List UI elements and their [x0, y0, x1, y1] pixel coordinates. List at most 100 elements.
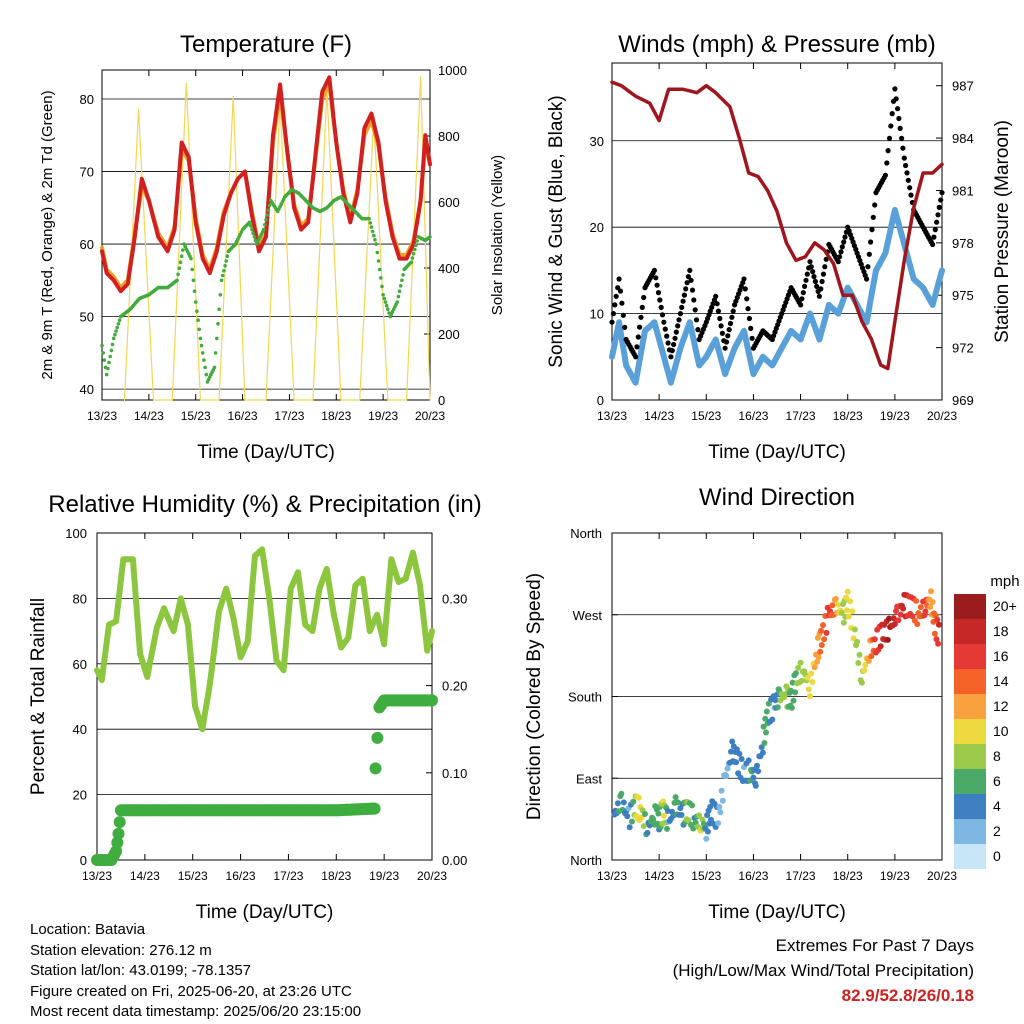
wind-direction-point: [715, 820, 722, 827]
dewpoint-point: [267, 203, 272, 208]
temp-y-tick-label: 80: [80, 92, 94, 107]
wind-gust-point: [897, 125, 903, 131]
wind-direction-point: [763, 708, 770, 715]
winds-y-axis-label: Sonic Wind & Gust (Blue, Black): [546, 95, 567, 367]
wind-direction-point: [763, 729, 769, 736]
winds-y2-tick-label: 984: [952, 131, 974, 146]
wind-gust-point: [798, 302, 804, 308]
precip-point: [112, 827, 125, 840]
dewpoint-point: [181, 248, 185, 252]
wind-gust-point: [665, 340, 671, 346]
colorbar-swatch: [954, 744, 986, 769]
rh-y-tick-label: 40: [73, 722, 87, 737]
relative-humidity-line: [94, 546, 435, 733]
wind-gust-point: [742, 286, 748, 292]
dewpoint-point: [396, 294, 401, 299]
wind-gust-point: [810, 269, 816, 275]
wind-direction-point: [897, 611, 904, 618]
wind-gust-point: [726, 327, 732, 333]
wind-direction-point: [843, 607, 850, 614]
dewpoint-point: [189, 256, 193, 261]
precip-point: [426, 694, 438, 707]
wind-gust-point: [814, 283, 820, 289]
wdir-y-tick-label: North: [570, 526, 602, 541]
wind-gust-point: [722, 345, 728, 351]
wind-gust-point: [681, 292, 688, 298]
wind-gust-point: [748, 325, 754, 331]
temp-9m-line: [100, 75, 432, 294]
dewpoint-point: [115, 325, 119, 330]
wind-gust-point: [744, 296, 750, 302]
rh-x-tick-label: 17/23: [273, 869, 303, 883]
wind-direction-point: [890, 615, 897, 622]
temp-y2-axis-label: Solar Insolation (Yellow): [489, 155, 506, 315]
wind-gust-point: [749, 335, 755, 341]
wind-direction-point: [856, 651, 863, 658]
colorbar-label: 0: [993, 848, 1001, 864]
temp-x-tick-label: 16/23: [228, 409, 258, 423]
wind-direction-point: [788, 704, 795, 711]
precip-point: [371, 731, 384, 744]
colorbar-label: 2: [993, 823, 1001, 839]
dewpoint-point: [367, 216, 371, 221]
wind-gust-point: [714, 301, 720, 307]
wind-direction-point: [823, 629, 830, 636]
wind-direction-point: [811, 664, 818, 671]
wdir-title: Wind Direction: [699, 484, 855, 511]
wind-direction-point: [717, 809, 724, 816]
winds-title: Winds (mph) & Pressure (mb): [618, 31, 935, 58]
wind-direction-point: [704, 828, 711, 835]
wind-gust-point: [818, 286, 824, 292]
winds-x-tick-label: 13/23: [597, 409, 627, 423]
dewpoint-point: [384, 303, 389, 308]
wind-gust-point: [677, 311, 684, 317]
wind-gust-point: [835, 259, 841, 265]
wdir-x-axis-label: Time (Day/UTC): [708, 902, 846, 923]
wind-gust-point: [886, 135, 893, 141]
dewpoint-point: [111, 336, 116, 341]
rh-x-tick-label: 18/23: [321, 869, 351, 883]
wind-direction-point: [851, 626, 858, 633]
dewpoint-point: [190, 267, 194, 272]
wind-gust-point: [745, 306, 751, 312]
wind-direction-point: [917, 604, 924, 611]
data-timestamp: Most recent data timestamp: 2025/06/20 2…: [30, 1003, 362, 1021]
dewpoint-point: [100, 343, 104, 348]
temp-y-tick-label: 40: [80, 382, 94, 397]
winds-y2-axis-label: Station Pressure (Maroon): [992, 120, 1013, 343]
wind-direction-point: [760, 723, 767, 730]
wind-direction-point: [792, 670, 799, 677]
wind-direction-point: [805, 686, 812, 693]
colorbar-title: mph: [990, 573, 1019, 590]
wind-direction-point: [818, 642, 825, 648]
wind-gust-point: [907, 185, 913, 191]
wind-gust-point: [884, 160, 890, 166]
wind-gust-point: [654, 282, 660, 288]
wdir-x-tick-label: 17/23: [786, 869, 816, 883]
wind-direction-point: [759, 749, 766, 756]
dewpoint-point: [261, 227, 266, 232]
wind-gust-point: [905, 177, 911, 183]
wind-direction-point: [761, 740, 768, 746]
wind-gust-point: [719, 330, 726, 336]
wind-gust-point: [811, 274, 817, 280]
wind-direction-point: [809, 679, 816, 685]
wind-gust-point: [653, 275, 659, 281]
wind-direction-point: [635, 794, 642, 801]
temp-x-tick-label: 13/23: [87, 409, 117, 423]
colorbar-swatch: [954, 769, 986, 794]
wind-gust-point: [895, 106, 901, 112]
dewpoint-point: [377, 267, 382, 272]
temp-x-tick-label: 19/23: [368, 409, 398, 423]
dewpoint-point: [397, 289, 402, 294]
temp-y2-tick-label: 1000: [438, 63, 467, 78]
dewpoint-point: [175, 278, 179, 283]
wind-gust-point: [938, 197, 944, 203]
wind-direction-point: [849, 608, 856, 615]
wind-gust-point: [804, 271, 810, 277]
dewpoint-point: [375, 250, 380, 255]
wind-direction-point: [914, 621, 921, 628]
wind-direction-point: [808, 670, 815, 677]
wind-gust-point: [741, 276, 747, 282]
dewpoint-point: [386, 307, 390, 312]
